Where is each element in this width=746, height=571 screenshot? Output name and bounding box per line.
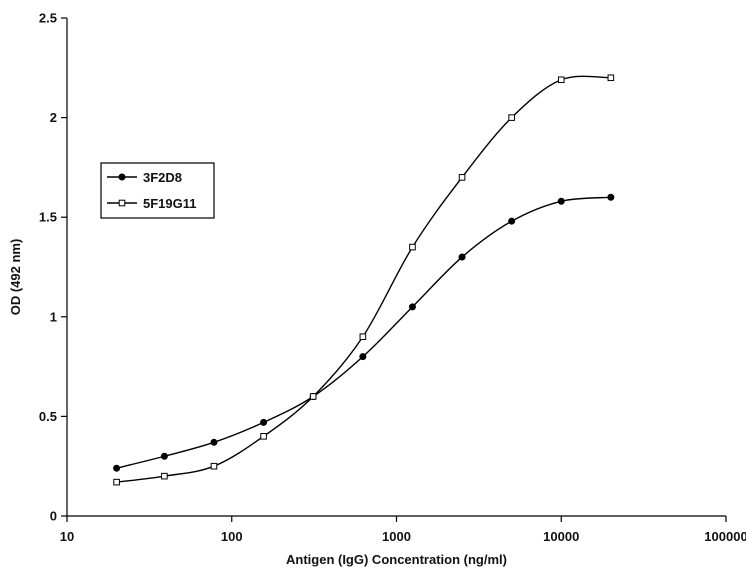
- x-tick-label: 100000: [704, 529, 746, 544]
- data-point: [408, 303, 416, 311]
- y-tick-label: 1.5: [39, 210, 57, 225]
- legend-label: 3F2D8: [143, 170, 182, 185]
- series-3F2D8: [113, 193, 615, 472]
- x-tick-label: 1000: [382, 529, 411, 544]
- data-point: [260, 433, 267, 440]
- data-point: [160, 452, 168, 460]
- data-point: [359, 333, 367, 341]
- legend-box: [100, 162, 215, 219]
- data-point: [458, 253, 466, 261]
- legend-marker: [118, 173, 126, 181]
- y-tick-label: 2: [50, 110, 57, 125]
- y-tick-label: 0.5: [39, 409, 57, 424]
- x-axis-title: Antigen (IgG) Concentration (ng/ml): [286, 552, 507, 567]
- data-point: [309, 393, 317, 400]
- data-point: [557, 76, 565, 84]
- legend-label: 5F19G11: [143, 196, 197, 211]
- x-tick-label: 100: [221, 529, 243, 544]
- data-point: [161, 472, 168, 480]
- data-point: [458, 174, 466, 181]
- series-5F19G11: [113, 74, 615, 486]
- legend: 3F2D8 5F19G11: [100, 162, 215, 219]
- data-point: [210, 438, 218, 446]
- x-tick-label: 10: [60, 529, 74, 544]
- axes: 0 0.5 1 1.5 2 2.5 10 100 1000 10000 100000: [39, 11, 746, 545]
- y-tick-label: 1: [50, 309, 57, 324]
- data-point: [508, 114, 515, 121]
- y-tick-label: 0: [50, 509, 57, 524]
- series-line-5F19G11: [116, 75, 611, 483]
- y-tick-label: 2.5: [39, 11, 57, 26]
- data-point: [210, 462, 218, 470]
- data-point: [409, 243, 416, 251]
- legend-marker: [118, 199, 126, 207]
- x-tick-label: 10000: [543, 529, 579, 544]
- data-point: [557, 197, 565, 205]
- data-point: [113, 478, 120, 486]
- y-axis-title: OD (492 nm): [8, 239, 23, 316]
- data-point: [260, 418, 268, 426]
- series-line-3F2D8: [116, 196, 611, 469]
- data-point: [113, 464, 121, 472]
- data-point: [607, 74, 615, 82]
- data-point: [607, 193, 615, 201]
- data-point: [508, 217, 516, 225]
- data-point: [359, 353, 367, 361]
- series-layer: [113, 74, 615, 486]
